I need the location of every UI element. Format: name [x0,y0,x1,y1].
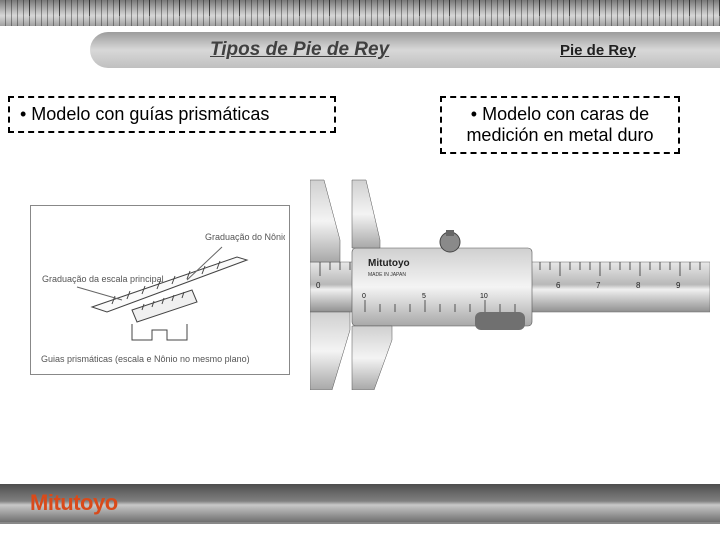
svg-text:9: 9 [676,281,681,290]
figure-prismatic-guides: Graduação da escala principal Graduação … [30,205,290,375]
svg-text:6: 6 [556,281,561,290]
slide-title: Tipos de Pie de Rey [210,39,389,61]
label-nonio: Graduação do Nônio [205,232,285,242]
caliper-sublabel: MADE IN JAPAN [368,272,406,278]
header-bar: Tipos de Pie de Rey Pie de Rey [90,32,720,68]
figure-caliper-photo: 0 1 2 3 4 5 6 7 8 9 [310,170,710,390]
svg-text:0: 0 [316,281,321,290]
svg-text:0: 0 [362,293,366,300]
bullet-right: • Modelo con caras de medición en metal … [440,96,680,154]
section-label: Pie de Rey [560,42,636,59]
bullet-right-text: • Modelo con caras de medición en metal … [466,104,653,145]
svg-text:5: 5 [422,293,426,300]
figure1-footer: Guias prismáticas (escala e Nônio no mes… [41,354,250,364]
label-principal: Graduação da escala principal [42,274,164,284]
content-area: • Modelo con guías prismáticas • Modelo … [0,80,720,480]
svg-text:10: 10 [480,293,488,300]
top-ruler-decor [0,0,720,26]
diagram-svg: Graduação da escala principal Graduação … [37,212,285,370]
bullet-left-text: • Modelo con guías prismáticas [20,104,269,124]
bullet-left: • Modelo con guías prismáticas [8,96,336,133]
footer-logo: Mitutoyo [30,490,118,516]
caliper-brand: Mitutoyo [368,258,410,269]
footer-underline [0,522,720,540]
caliper-svg: 0 1 2 3 4 5 6 7 8 9 [310,170,710,390]
svg-text:7: 7 [596,281,601,290]
svg-text:8: 8 [636,281,641,290]
footer-bar: Mitutoyo [0,484,720,522]
